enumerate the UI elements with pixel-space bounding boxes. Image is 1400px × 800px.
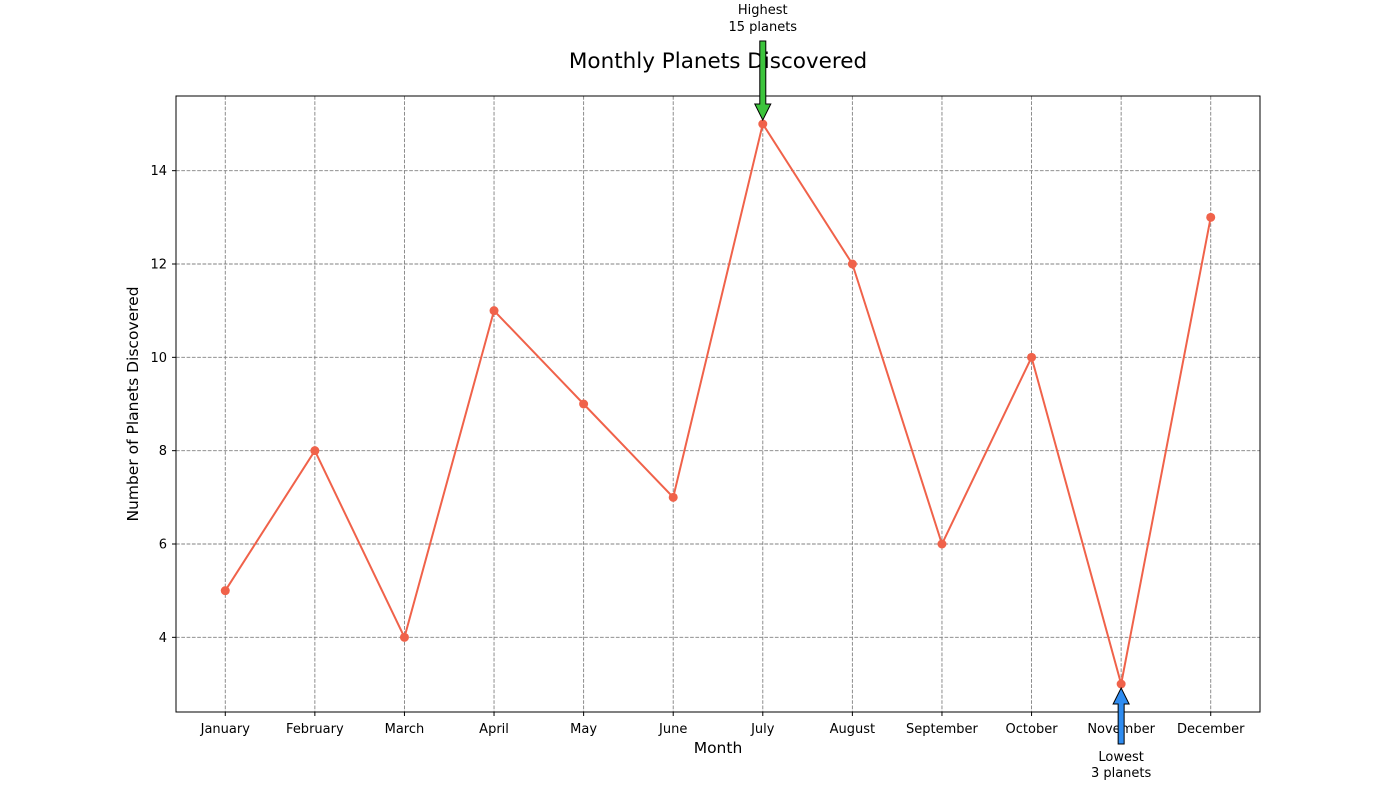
- data-point: [1027, 352, 1037, 362]
- data-point: [1206, 212, 1216, 222]
- data-point: [399, 632, 409, 642]
- chart-title: Monthly Planets Discovered: [569, 49, 867, 74]
- y-axis-title: Number of Planets Discovered: [124, 286, 142, 521]
- x-axis: January February March April May June July Augu…: [200, 712, 1245, 737]
- x-tick-label: September: [906, 722, 979, 737]
- x-tick-label: August: [830, 722, 876, 737]
- x-tick-label: March: [385, 722, 425, 737]
- grid-lines: [176, 96, 1260, 712]
- data-point: [489, 306, 499, 316]
- y-axis: 4 6 8 10 12 14: [150, 164, 176, 646]
- series-line: [224, 121, 1212, 685]
- data-point: [668, 492, 678, 502]
- data-point: [937, 539, 947, 549]
- plot-frame: [175, 95, 1261, 713]
- data-point: [579, 399, 589, 409]
- y-tick-label: 8: [159, 444, 167, 459]
- x-tick-label: April: [479, 722, 509, 737]
- x-tick-label: January: [200, 722, 251, 737]
- highest-arrow: [753, 40, 772, 122]
- y-tick-label: 10: [150, 351, 167, 366]
- x-tick-label: June: [658, 722, 687, 737]
- x-tick-label: May: [570, 722, 597, 737]
- x-tick-label: October: [1006, 722, 1059, 737]
- y-tick-label: 4: [159, 631, 167, 646]
- data-point: [310, 446, 320, 456]
- lowest-value-label: 3 planets: [1091, 766, 1152, 781]
- data-point: [1116, 679, 1126, 689]
- series-line-group: [220, 119, 1216, 689]
- x-tick-label: July: [750, 722, 775, 737]
- data-point: [220, 586, 230, 596]
- data-point: [847, 259, 857, 269]
- x-tick-label: December: [1177, 722, 1245, 737]
- lowest-label: Lowest: [1098, 750, 1143, 765]
- x-tick-label: February: [286, 722, 344, 737]
- x-axis-title: Month: [694, 739, 743, 757]
- lowest-arrow: [1112, 686, 1130, 745]
- data-point: [758, 119, 768, 129]
- y-tick-label: 14: [150, 164, 167, 179]
- y-tick-label: 12: [150, 258, 167, 273]
- y-tick-label: 6: [159, 538, 167, 553]
- highest-label: Highest: [738, 3, 788, 18]
- highest-value-label: 15 planets: [728, 20, 797, 35]
- highest-annotation: Highest 15 planets: [728, 3, 797, 122]
